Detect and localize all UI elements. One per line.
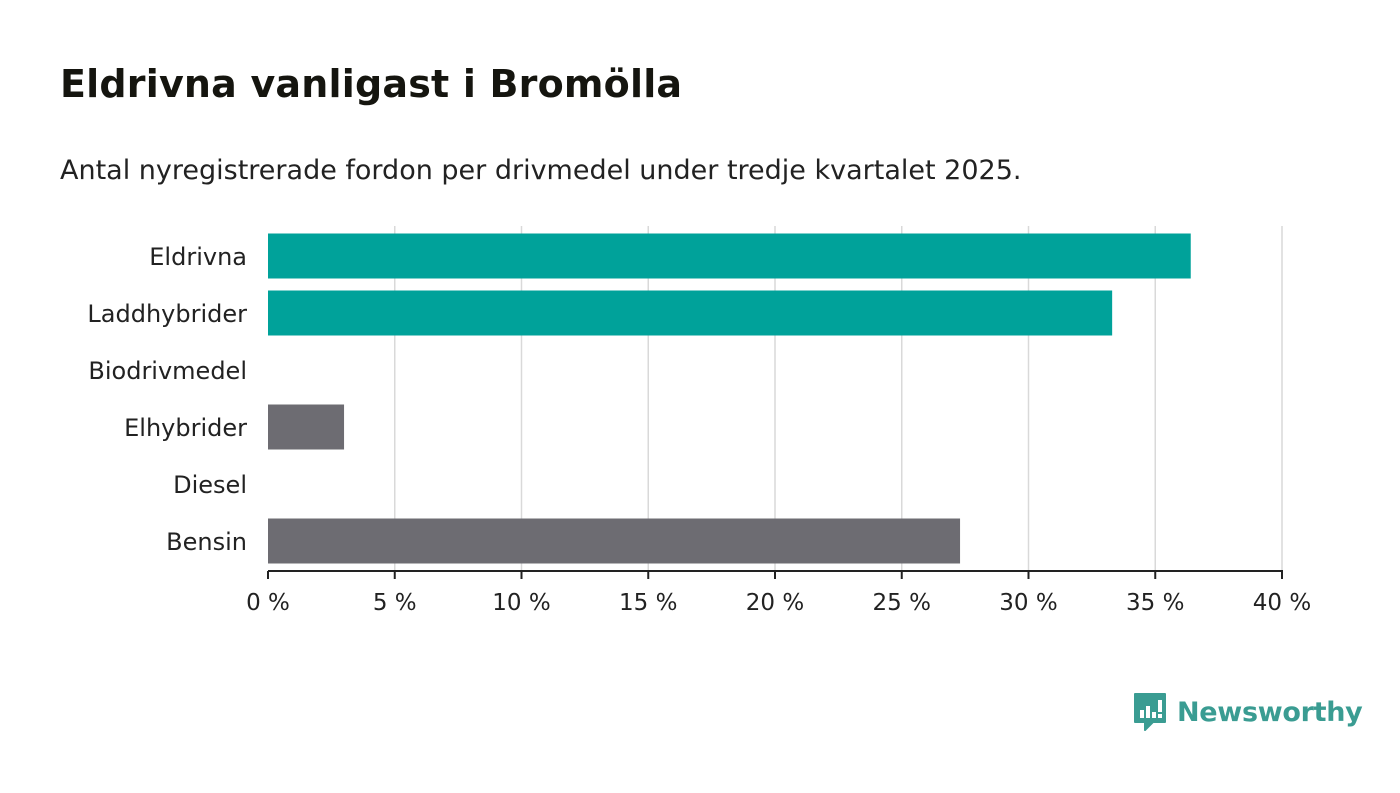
- bar: [268, 233, 1191, 279]
- category-label: Diesel: [173, 471, 247, 499]
- category-label: Laddhybrider: [87, 300, 247, 328]
- bar: [268, 404, 345, 450]
- x-tick-label: 35 %: [1126, 590, 1184, 616]
- bar: [268, 518, 961, 564]
- chart-subtitle: Antal nyregistrerade fordon per drivmede…: [60, 155, 1022, 186]
- x-tick-label: 40 %: [1253, 590, 1311, 616]
- bar: [268, 290, 1113, 336]
- x-tick-label: 0 %: [246, 590, 290, 616]
- x-tick-label: 10 %: [492, 590, 550, 616]
- newsworthy-logo: Newsworthy: [1133, 692, 1363, 732]
- category-label: Eldrivna: [149, 243, 247, 271]
- x-tick-label: 5 %: [373, 590, 417, 616]
- x-tick-label: 25 %: [873, 590, 931, 616]
- category-label: Elhybrider: [124, 414, 247, 442]
- x-tick-label: 30 %: [999, 590, 1057, 616]
- category-label: Biodrivmedel: [88, 357, 247, 385]
- bar-chart-speech-bubble-icon: [1134, 693, 1166, 731]
- x-tick-label: 20 %: [746, 590, 804, 616]
- category-label: Bensin: [166, 528, 247, 556]
- x-tick-label: 15 %: [619, 590, 677, 616]
- chart-title: Eldrivna vanligast i Bromölla: [60, 62, 683, 106]
- brand-name: Newsworthy: [1177, 696, 1363, 728]
